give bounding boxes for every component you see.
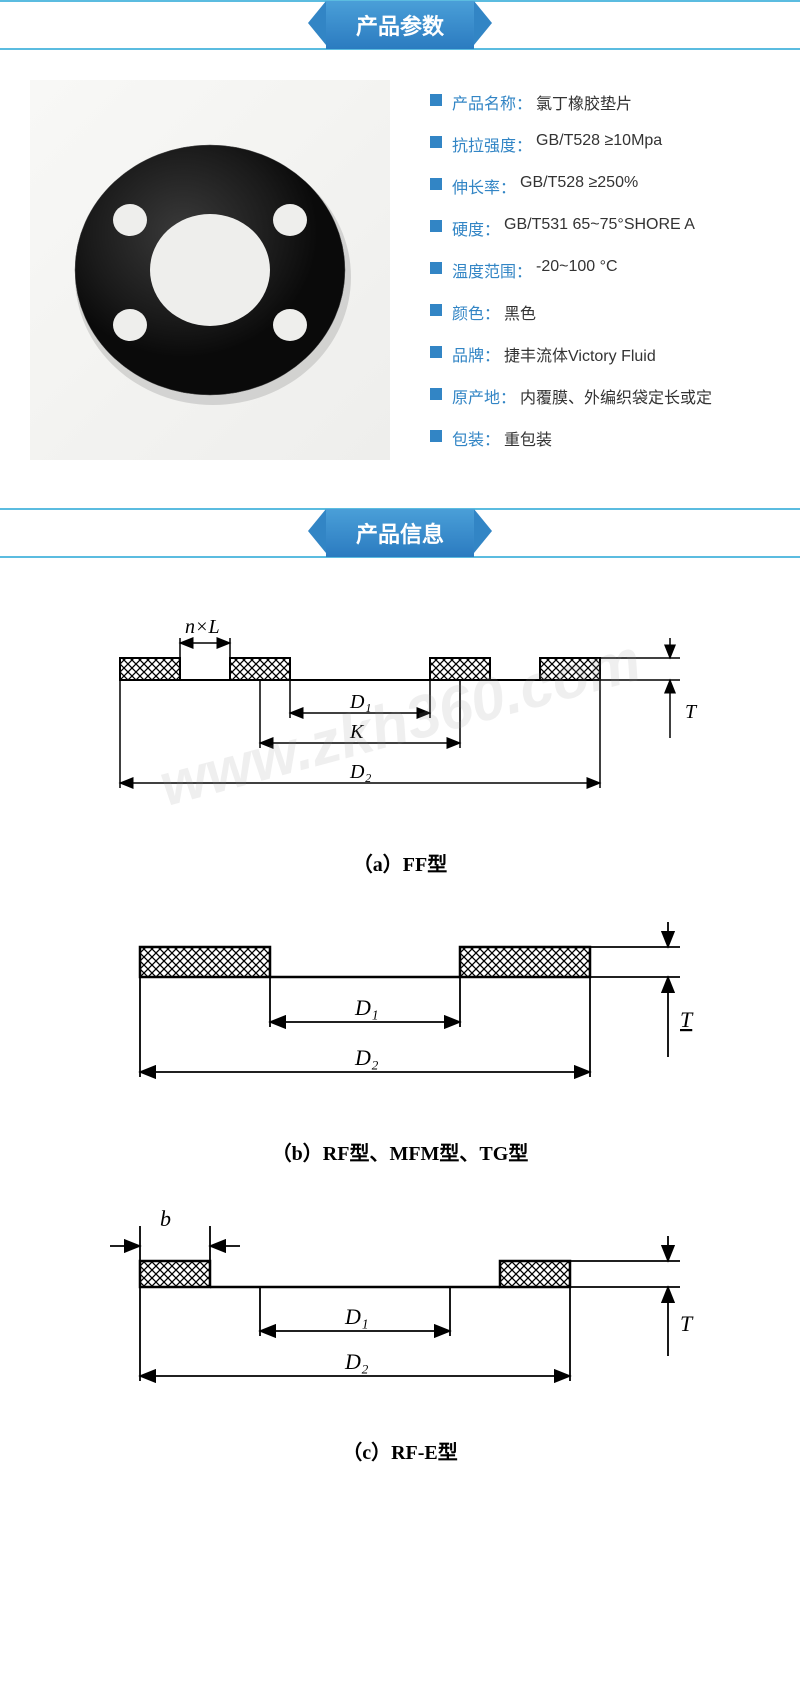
spec-item: 颜色：黑色 [430,300,770,324]
bullet-icon [430,136,442,148]
spec-label: 抗拉强度： [452,132,532,156]
diagram-rf: D₁ D₂ T （b）RF型、MFM型、TG型 [60,917,740,1166]
rf-caption: （b）RF型、MFM型、TG型 [60,1137,740,1166]
spec-value: GB/T531 65~75°SHORE A [504,216,695,234]
params-section: 产品名称：氯丁橡胶垫片 抗拉强度：GB/T528 ≥10Mpa 伸长率：GB/T… [0,80,800,508]
spec-label: 颜色： [452,300,500,324]
info-section: www.zkh360.com [0,588,800,1545]
spec-label: 原产地： [452,384,516,408]
label-nL: n×L [185,616,220,638]
label-d2: D₂ [344,1349,369,1374]
label-d1: D₁ [349,691,371,713]
spec-value: -20~100 °C [536,258,618,276]
spec-value: 重包装 [504,426,552,450]
label-t: T [685,701,698,723]
rfe-caption: （c）RF-E型 [60,1436,740,1465]
label-d1: D₁ [354,995,379,1020]
spec-value: 黑色 [504,300,536,324]
label-b: b [160,1206,171,1231]
label-t: T [680,1007,694,1032]
spec-item: 品牌：捷丰流体Victory Fluid [430,342,770,366]
spec-value: 氯丁橡胶垫片 [536,90,632,114]
label-d2: D₂ [354,1045,379,1070]
params-title: 产品参数 [326,1,474,49]
ff-caption: （a）FF型 [60,848,740,877]
spec-item: 原产地：内覆膜、外编织袋定长或定 [430,384,770,408]
spec-value: GB/T528 ≥10Mpa [536,132,662,150]
rf-diagram-svg: D₁ D₂ T [80,917,720,1117]
product-image [30,80,390,460]
spec-label: 产品名称： [452,90,532,114]
spec-item: 伸长率：GB/T528 ≥250% [430,174,770,198]
spec-label: 品牌： [452,342,500,366]
spec-item: 包装：重包装 [430,426,770,450]
bullet-icon [430,178,442,190]
info-title: 产品信息 [326,509,474,557]
bullet-icon [430,430,442,442]
spec-value: 内覆膜、外编织袋定长或定 [520,384,712,408]
spec-item: 温度范围：-20~100 °C [430,258,770,282]
bullet-icon [430,94,442,106]
bullet-icon [430,304,442,316]
info-header: 产品信息 [0,508,800,558]
diagram-ff: n×L D₁ K D₂ T （a）FF型 [60,608,740,877]
spec-label: 温度范围： [452,258,532,282]
spec-label: 包装： [452,426,500,450]
gasket-illustration [65,125,355,415]
spec-value: GB/T528 ≥250% [520,174,638,192]
label-k: K [349,721,365,743]
spec-item: 产品名称：氯丁橡胶垫片 [430,90,770,114]
spec-item: 硬度：GB/T531 65~75°SHORE A [430,216,770,240]
ff-diagram-svg: n×L D₁ K D₂ T [80,608,720,828]
spec-item: 抗拉强度：GB/T528 ≥10Mpa [430,132,770,156]
label-d1: D₁ [344,1304,369,1329]
bullet-icon [430,262,442,274]
params-header: 产品参数 [0,0,800,50]
diagram-rfe: b D₁ D₂ T （c）RF-E型 [60,1206,740,1465]
spec-value: 捷丰流体Victory Fluid [504,342,656,366]
label-t: T [680,1311,694,1336]
bullet-icon [430,346,442,358]
spec-label: 硬度： [452,216,500,240]
spec-label: 伸长率： [452,174,516,198]
spec-list: 产品名称：氯丁橡胶垫片 抗拉强度：GB/T528 ≥10Mpa 伸长率：GB/T… [430,80,770,468]
label-d2: D₂ [349,761,371,783]
bullet-icon [430,388,442,400]
bullet-icon [430,220,442,232]
rfe-diagram-svg: b D₁ D₂ T [80,1206,720,1416]
